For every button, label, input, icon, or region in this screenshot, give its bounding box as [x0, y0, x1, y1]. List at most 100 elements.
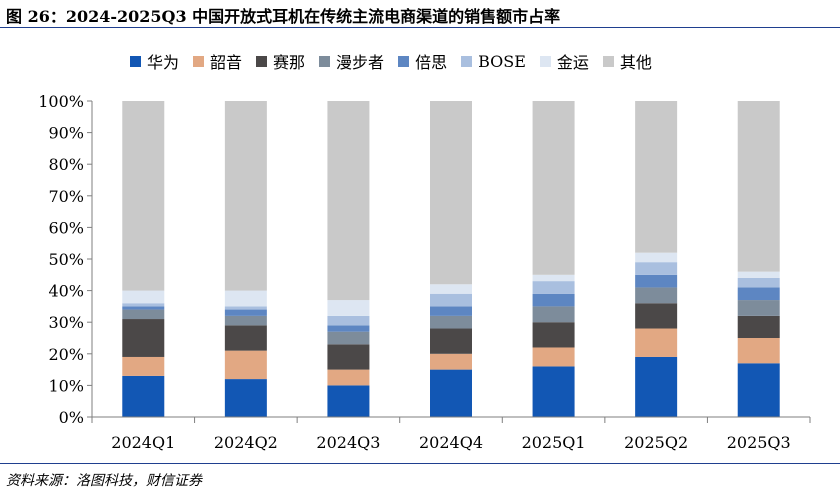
- bar-segment: [532, 366, 575, 417]
- bar-segment: [122, 309, 165, 320]
- bar-segment: [430, 284, 472, 294]
- legend-label: 金运: [556, 53, 589, 72]
- bar-segment: [532, 101, 575, 275]
- legend-item: 华为: [130, 49, 179, 73]
- legend-swatch: [130, 55, 141, 67]
- legend-label: 倍思: [415, 53, 448, 72]
- bar-segment: [327, 325, 370, 332]
- bar-segment: [122, 290, 165, 304]
- x-axis: 2024Q1 2024Q2 2024Q3 2024Q4 2025Q1 2025Q2 2025…: [91, 416, 811, 452]
- bar-segment: [737, 300, 780, 316]
- bar-segment: [327, 369, 370, 386]
- bar-segment: [327, 315, 370, 326]
- legend-label: 其他: [619, 53, 652, 72]
- bar-segment: [224, 379, 267, 417]
- bar-segment: [327, 331, 370, 345]
- bar-segment: [532, 347, 575, 367]
- bar-segment: [327, 101, 370, 301]
- bar-segment: [430, 328, 472, 354]
- bar-segment: [430, 293, 472, 307]
- bar-segment: [737, 338, 780, 364]
- bottom-rule: [0, 463, 840, 464]
- bar-segment: [224, 315, 267, 326]
- legend-swatch: [256, 55, 268, 67]
- bar-segment: [327, 385, 370, 417]
- bar-segment: [737, 101, 780, 272]
- bar-segment: [737, 271, 780, 278]
- bars: [122, 101, 780, 417]
- legend-label: 韶音: [210, 53, 243, 72]
- bar-segment: [224, 306, 267, 310]
- legend-label: 赛那: [273, 53, 306, 72]
- bar-segment: [635, 101, 678, 253]
- bar-segment: [327, 300, 370, 316]
- legend-swatch: [539, 55, 551, 67]
- legend-swatch: [193, 55, 205, 67]
- y-tick-label: 90%: [48, 124, 84, 143]
- bar-segment: [635, 274, 678, 288]
- source-note: 资料来源：洛图科技，财信证券: [6, 473, 202, 489]
- bar-segment: [737, 277, 780, 288]
- y-tick-label: 80%: [48, 155, 84, 174]
- chart-legend: 华为 韶音 赛那 漫步者 倍思 BOSE 金运 其他: [130, 49, 666, 73]
- title-rule: [0, 27, 840, 28]
- y-axis: 0% 10% 20% 30% 40% 50% 60% 70% 80% 90% 100%: [38, 92, 93, 427]
- figure-title: 图 26：2024-2025Q3 中国开放式耳机在传统主流电商渠道的销售额市占率: [6, 7, 561, 26]
- y-tick-label: 30%: [48, 313, 84, 332]
- bar-segment: [532, 306, 575, 323]
- bar-segment: [635, 328, 678, 357]
- bar-segment: [122, 101, 165, 291]
- bar-segment: [224, 309, 267, 316]
- bar-segment: [737, 363, 780, 417]
- legend-label: BOSE: [478, 51, 526, 71]
- x-tick-label: 2025Q3: [727, 433, 791, 452]
- bar-segment: [532, 274, 575, 282]
- legend-item: 漫步者: [319, 49, 384, 73]
- bar-segment: [122, 356, 165, 376]
- y-tick-label: 0%: [59, 408, 84, 427]
- x-tick-label: 2024Q4: [419, 433, 483, 452]
- bar-segment: [122, 306, 165, 310]
- bar-segment: [430, 315, 472, 329]
- bar-segment: [122, 319, 165, 357]
- bar-segment: [224, 325, 267, 351]
- legend-swatch: [319, 55, 331, 67]
- y-tick-label: 50%: [48, 250, 84, 269]
- legend-swatch: [398, 55, 410, 67]
- bar-segment: [532, 281, 575, 294]
- bar-segment: [122, 303, 165, 307]
- y-tick-label: 70%: [48, 187, 84, 206]
- bar-segment: [122, 375, 165, 417]
- y-tick-label: 40%: [48, 282, 84, 301]
- x-tick-label: 2024Q3: [316, 433, 380, 452]
- legend-item: 其他: [602, 49, 652, 73]
- bar-segment: [635, 287, 678, 304]
- bar-segment: [532, 322, 575, 348]
- legend-item: 韶音: [193, 49, 242, 73]
- bar-segment: [224, 350, 267, 380]
- bar-segment: [635, 356, 678, 417]
- bar-segment: [532, 293, 575, 307]
- bar-segment: [430, 101, 472, 285]
- bar-segment: [430, 369, 472, 417]
- legend-swatch: [602, 55, 614, 67]
- legend-item: 赛那: [256, 49, 305, 73]
- bar-segment: [635, 303, 678, 329]
- x-tick-label: 2024Q1: [111, 433, 175, 452]
- legend-item: 金运: [539, 49, 589, 73]
- legend-item: BOSE: [461, 52, 526, 71]
- x-tick-label: 2025Q2: [624, 433, 688, 452]
- y-tick-label: 100%: [38, 92, 84, 111]
- bar-segment: [224, 101, 267, 291]
- legend-label: 华为: [147, 53, 180, 72]
- bar-segment: [635, 252, 678, 263]
- bar-segment: [224, 290, 267, 307]
- x-tick-label: 2024Q2: [214, 433, 278, 452]
- bar-segment: [635, 262, 678, 275]
- stacked-bar-chart: 0% 10% 20% 30% 40% 50% 60% 70% 80% 90% 100% 2024Q1…: [38, 92, 811, 452]
- bar-segment: [430, 353, 472, 370]
- bar-segment: [737, 287, 780, 301]
- y-tick-label: 60%: [48, 218, 84, 237]
- y-tick-label: 10%: [48, 376, 84, 395]
- bar-segment: [737, 315, 780, 338]
